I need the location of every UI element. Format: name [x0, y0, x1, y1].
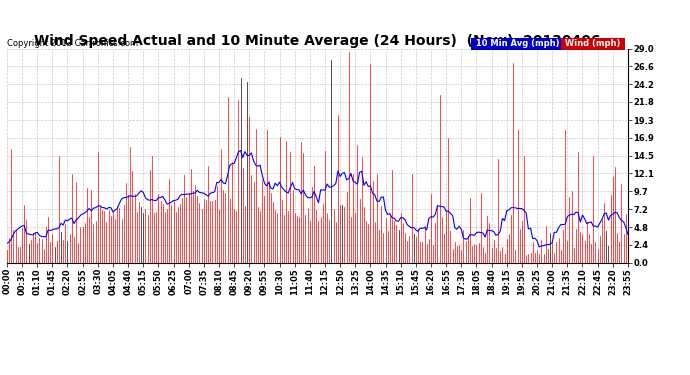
Text: Wind (mph): Wind (mph)	[562, 39, 624, 48]
Text: 10 Min Avg (mph): 10 Min Avg (mph)	[473, 39, 562, 48]
Title: Wind Speed Actual and 10 Minute Average (24 Hours)  (New)  20130406: Wind Speed Actual and 10 Minute Average …	[34, 34, 601, 48]
Text: Copyright 2013 Cartronics.com: Copyright 2013 Cartronics.com	[7, 39, 138, 48]
